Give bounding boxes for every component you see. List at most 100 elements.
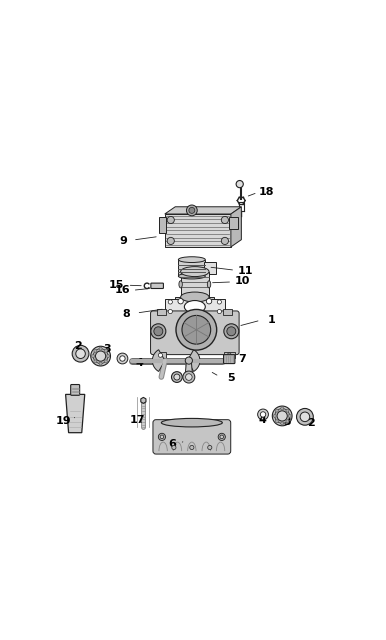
Circle shape — [218, 433, 225, 440]
FancyBboxPatch shape — [175, 297, 215, 305]
Circle shape — [286, 420, 289, 423]
Circle shape — [185, 357, 193, 364]
Circle shape — [221, 237, 229, 244]
Ellipse shape — [178, 273, 205, 279]
Circle shape — [281, 422, 284, 425]
Polygon shape — [152, 349, 165, 371]
FancyBboxPatch shape — [181, 271, 209, 297]
Text: 2: 2 — [307, 418, 315, 428]
Circle shape — [158, 433, 166, 440]
Text: 16: 16 — [115, 285, 130, 295]
Ellipse shape — [178, 257, 205, 262]
Circle shape — [76, 349, 85, 358]
Polygon shape — [66, 394, 85, 433]
Circle shape — [281, 407, 284, 410]
Circle shape — [91, 355, 95, 358]
Circle shape — [160, 435, 164, 438]
Circle shape — [183, 371, 195, 383]
Ellipse shape — [181, 267, 209, 276]
FancyBboxPatch shape — [159, 217, 166, 234]
Circle shape — [236, 180, 243, 188]
Circle shape — [258, 409, 268, 420]
Circle shape — [72, 346, 89, 362]
Text: 9: 9 — [119, 236, 127, 246]
FancyBboxPatch shape — [223, 309, 232, 315]
Circle shape — [172, 445, 176, 449]
Circle shape — [221, 216, 229, 223]
Circle shape — [93, 349, 108, 364]
Circle shape — [296, 408, 313, 425]
Text: 1: 1 — [267, 315, 275, 324]
Circle shape — [273, 415, 276, 417]
Text: 18: 18 — [259, 187, 274, 196]
Ellipse shape — [185, 301, 205, 313]
FancyBboxPatch shape — [229, 217, 239, 229]
Circle shape — [275, 409, 278, 412]
Circle shape — [167, 216, 174, 223]
Circle shape — [104, 349, 107, 352]
Circle shape — [94, 349, 97, 352]
Circle shape — [168, 309, 173, 314]
Circle shape — [277, 411, 287, 421]
Ellipse shape — [207, 281, 211, 288]
Circle shape — [224, 324, 239, 339]
Circle shape — [99, 362, 102, 365]
Circle shape — [208, 445, 212, 449]
Circle shape — [117, 353, 128, 364]
Circle shape — [182, 316, 211, 344]
Text: 5: 5 — [227, 372, 235, 383]
Circle shape — [286, 409, 289, 412]
Text: 3: 3 — [103, 344, 111, 354]
Circle shape — [275, 420, 278, 423]
Text: 3: 3 — [284, 417, 291, 427]
Text: 7: 7 — [238, 354, 246, 364]
Circle shape — [227, 353, 231, 357]
Circle shape — [217, 300, 222, 304]
FancyBboxPatch shape — [165, 299, 225, 314]
FancyBboxPatch shape — [155, 352, 166, 358]
Circle shape — [107, 355, 110, 358]
Circle shape — [207, 298, 212, 304]
Circle shape — [186, 374, 192, 380]
Text: 2: 2 — [74, 340, 81, 351]
Ellipse shape — [181, 292, 209, 302]
Circle shape — [174, 374, 180, 380]
FancyBboxPatch shape — [151, 311, 239, 355]
Circle shape — [260, 412, 266, 417]
Text: 11: 11 — [238, 266, 254, 276]
FancyBboxPatch shape — [71, 385, 80, 396]
FancyBboxPatch shape — [183, 314, 207, 321]
Ellipse shape — [161, 419, 222, 427]
Circle shape — [167, 237, 174, 244]
Polygon shape — [187, 349, 200, 371]
FancyBboxPatch shape — [153, 420, 231, 454]
Circle shape — [220, 435, 223, 438]
Circle shape — [272, 406, 292, 426]
Circle shape — [275, 408, 290, 424]
FancyBboxPatch shape — [151, 283, 163, 289]
FancyBboxPatch shape — [204, 262, 216, 274]
Circle shape — [288, 415, 291, 417]
Polygon shape — [183, 360, 194, 377]
Text: 19: 19 — [56, 417, 71, 426]
Circle shape — [158, 353, 163, 357]
Circle shape — [217, 309, 222, 314]
Ellipse shape — [179, 281, 182, 288]
Circle shape — [95, 351, 106, 361]
Text: 8: 8 — [122, 308, 130, 319]
Circle shape — [178, 298, 183, 304]
Circle shape — [104, 360, 107, 363]
Circle shape — [151, 324, 166, 339]
FancyBboxPatch shape — [224, 352, 235, 358]
FancyBboxPatch shape — [178, 260, 205, 276]
Circle shape — [154, 327, 163, 336]
Circle shape — [168, 300, 173, 304]
FancyBboxPatch shape — [165, 214, 231, 247]
Circle shape — [186, 205, 197, 216]
Text: 10: 10 — [235, 276, 251, 286]
Circle shape — [189, 207, 195, 213]
Text: 15: 15 — [109, 280, 124, 290]
Text: 4: 4 — [135, 358, 144, 368]
Circle shape — [94, 360, 97, 363]
Circle shape — [91, 346, 110, 366]
